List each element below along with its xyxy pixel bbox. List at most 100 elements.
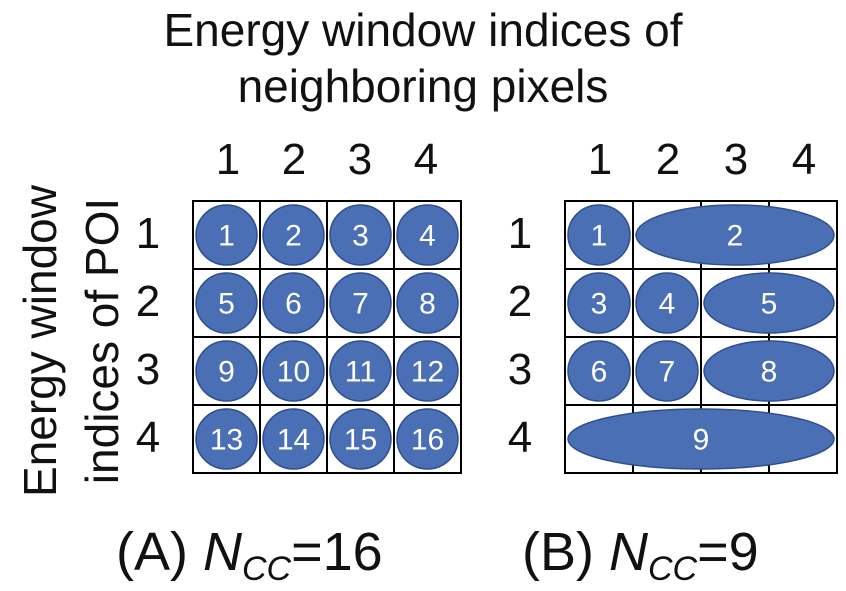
panel-a-component-2: 2	[262, 204, 325, 266]
panel-a-n-symbol: N	[203, 522, 242, 582]
panel-a-component-label: 4	[419, 220, 436, 253]
panel-a-component-15: 15	[329, 408, 392, 470]
panel-a-component-shape	[396, 340, 459, 402]
panel-a-component-label: 10	[277, 356, 310, 389]
panel-b-col-label-4: 4	[791, 135, 817, 184]
panel-a-component-9: 9	[195, 340, 258, 402]
panel-b-component-label: 8	[761, 356, 778, 389]
panel-a-col-label-1: 1	[215, 135, 241, 184]
panel-a-row-label-4: 4	[135, 413, 161, 462]
panel-b-component-shape	[635, 204, 835, 266]
panel-b-row-label-3: 3	[507, 345, 533, 394]
panel-a-component-shape	[195, 340, 258, 402]
panel-b-grid: 1 2 3 4 5 6 7 8 9	[564, 200, 838, 474]
panel-a-component-label: 8	[419, 288, 436, 321]
panel-a-component-shape	[396, 272, 459, 334]
panel-b-component-7: 7	[635, 340, 699, 402]
panel-b-component-label: 9	[693, 424, 710, 457]
panel-a-component-shape	[262, 408, 325, 470]
panel-a-caption: (A) NCC=16	[116, 522, 383, 586]
panel-b-col-label-3: 3	[723, 135, 749, 184]
panel-b-n-sub: CC	[648, 550, 698, 588]
panel-a-component-13: 13	[195, 408, 258, 470]
panel-a-component-8: 8	[396, 272, 459, 334]
panel-a-row-label-1: 1	[135, 209, 161, 258]
panel-a-n-sub: CC	[242, 550, 292, 588]
panel-a-component-label: 12	[411, 356, 444, 389]
panel-a-component-label: 9	[218, 356, 235, 389]
panel-b-component-2: 2	[635, 204, 835, 266]
panel-a-component-label: 5	[218, 288, 235, 321]
panel-a-col-label-3: 3	[347, 135, 373, 184]
panel-a-component-shape	[262, 204, 325, 266]
panel-b-component-3: 3	[567, 272, 631, 334]
panel-b-component-label: 5	[761, 288, 778, 321]
panel-a-component-shape	[195, 204, 258, 266]
panel-b-component-8: 8	[703, 340, 835, 402]
panel-a-component-shape	[195, 272, 258, 334]
panel-b-component-shape	[567, 272, 631, 334]
panel-a-col-label-2: 2	[281, 135, 307, 184]
panel-b-component-4: 4	[635, 272, 699, 334]
panel-a-label: (A)	[116, 522, 203, 582]
panel-b-component-shape	[635, 272, 699, 334]
panel-b-n-value: =9	[697, 522, 759, 582]
panel-a-component-14: 14	[262, 408, 325, 470]
panel-a-component-shape	[329, 204, 392, 266]
panel-a-component-shape	[396, 408, 459, 470]
panel-a-component-shape	[262, 340, 325, 402]
panel-b-component-shape	[635, 340, 699, 402]
panel-a-component-3: 3	[329, 204, 392, 266]
panel-b-component-1: 1	[567, 204, 631, 266]
panel-b-row-label-2: 2	[507, 277, 533, 326]
panel-a-component-shape	[195, 408, 258, 470]
panel-b-component-label: 2	[727, 220, 744, 253]
panel-a-component-label: 7	[352, 288, 369, 321]
panel-a-n-value: =16	[291, 522, 383, 582]
panel-b-component-label: 1	[591, 220, 608, 253]
panel-a-component-label: 13	[210, 424, 243, 457]
panel-b-row-label-1: 1	[507, 209, 533, 258]
panel-a-component-shape	[329, 272, 392, 334]
panel-b-component-shape	[567, 340, 631, 402]
panel-a-col-label-4: 4	[413, 135, 439, 184]
panel-a-component-label: 2	[285, 220, 302, 253]
panel-b-col-label-1: 1	[587, 135, 613, 184]
panel-b-component-label: 6	[591, 356, 608, 389]
panel-a-component-label: 1	[218, 220, 235, 253]
panel-a-component-label: 16	[411, 424, 444, 457]
panel-b-component-shape	[567, 204, 631, 266]
panel-a-row-label-2: 2	[135, 277, 161, 326]
panel-a-component-4: 4	[396, 204, 459, 266]
panel-a-component-6: 6	[262, 272, 325, 334]
panel-b-component-6: 6	[567, 340, 631, 402]
panel-b-component-9: 9	[567, 408, 835, 470]
panel-a-component-shape	[396, 204, 459, 266]
panel-a-row-label-3: 3	[135, 345, 161, 394]
panel-b-n-symbol: N	[609, 522, 648, 582]
panel-a-component-12: 12	[396, 340, 459, 402]
panel-a-component-shape	[262, 272, 325, 334]
panel-b-component-shape	[567, 408, 835, 470]
panel-a-component-10: 10	[262, 340, 325, 402]
panel-a-component-label: 14	[277, 424, 310, 457]
figure-title-line1: Energy window indices of	[163, 4, 683, 56]
panel-b-component-label: 3	[591, 288, 608, 321]
panel-a-component-label: 11	[345, 356, 376, 389]
panel-b-component-5: 5	[703, 272, 835, 334]
panel-b-component-label: 7	[659, 356, 676, 389]
panel-b-caption: (B) NCC=9	[522, 522, 759, 586]
panel-a-component-7: 7	[329, 272, 392, 334]
panel-a-component-16: 16	[396, 408, 459, 470]
panel-a-component-shape	[329, 340, 392, 402]
panel-b-component-shape	[703, 272, 835, 334]
panel-a-component-11: 11	[329, 340, 392, 402]
panel-b-component-label: 4	[659, 288, 676, 321]
panel-b-label: (B)	[522, 522, 609, 582]
panel-a-component-1: 1	[195, 204, 258, 266]
panel-a-component-label: 3	[352, 220, 369, 253]
figure-title-line2: neighboring pixels	[237, 60, 609, 112]
panel-b-col-label-2: 2	[655, 135, 681, 184]
